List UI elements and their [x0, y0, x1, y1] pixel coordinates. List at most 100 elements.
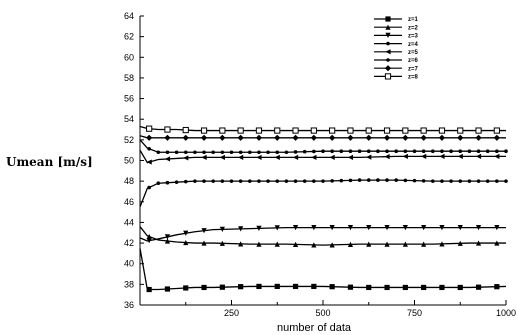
marker	[201, 155, 206, 160]
y-axis-label: Umean [m/s]	[6, 155, 93, 169]
marker	[183, 127, 188, 132]
legend: z=1z=2z=3z=4z=5z=6z=7z=8	[374, 16, 419, 80]
legend-entry: z=2	[374, 25, 419, 32]
marker	[458, 128, 463, 133]
marker	[293, 284, 298, 289]
marker	[230, 179, 234, 183]
marker	[421, 154, 426, 159]
marker	[238, 155, 243, 160]
marker	[422, 179, 426, 183]
marker	[183, 135, 189, 141]
marker	[285, 150, 289, 154]
y-tick-label: 52	[124, 135, 134, 145]
marker	[458, 154, 463, 159]
legend-entry: z=6	[374, 58, 419, 64]
marker	[248, 150, 252, 154]
y-tick-label: 50	[124, 156, 134, 166]
marker	[358, 149, 362, 153]
marker	[275, 150, 279, 154]
marker	[220, 128, 225, 133]
marker	[164, 135, 170, 141]
marker	[475, 135, 481, 141]
marker	[403, 154, 408, 159]
marker	[468, 149, 472, 153]
marker	[201, 135, 207, 141]
x-tick-label: 250	[224, 308, 239, 318]
marker	[347, 135, 353, 141]
marker	[330, 155, 335, 160]
series-z4	[140, 178, 508, 207]
marker	[495, 179, 499, 183]
marker	[495, 149, 499, 153]
marker	[477, 179, 481, 183]
marker	[449, 149, 453, 153]
y-tick-label: 46	[124, 197, 134, 207]
marker	[312, 150, 316, 154]
marker	[366, 135, 372, 141]
marker	[330, 179, 334, 183]
marker	[248, 179, 252, 183]
legend-label: z=8	[408, 75, 419, 81]
marker	[468, 179, 472, 183]
marker	[311, 135, 317, 141]
marker	[184, 180, 188, 184]
marker	[275, 155, 280, 160]
x-tick-label: 500	[315, 308, 330, 318]
marker	[367, 178, 371, 182]
marker	[219, 135, 225, 141]
marker	[201, 128, 206, 133]
marker	[494, 284, 499, 289]
marker	[494, 128, 499, 133]
marker	[385, 65, 391, 71]
marker	[385, 178, 389, 182]
marker	[175, 150, 179, 154]
marker	[238, 135, 244, 141]
marker	[431, 179, 435, 183]
marker	[439, 128, 444, 133]
marker	[348, 155, 353, 160]
marker	[293, 155, 298, 160]
y-tick-label: 62	[124, 32, 134, 42]
x-tick-label: 750	[407, 308, 422, 318]
marker	[486, 179, 490, 183]
series-line	[140, 227, 506, 246]
series-z3	[140, 225, 506, 243]
marker	[157, 150, 161, 154]
legend-label: z=1	[408, 17, 419, 23]
marker	[440, 179, 444, 183]
legend-label: z=5	[408, 50, 419, 56]
marker	[449, 179, 453, 183]
marker	[303, 150, 307, 154]
marker	[211, 150, 215, 154]
marker	[294, 179, 298, 183]
marker	[403, 285, 408, 290]
marker	[275, 284, 280, 289]
series-z6	[140, 140, 508, 154]
y-tick-label: 36	[124, 300, 134, 310]
marker	[256, 155, 261, 160]
marker	[394, 178, 398, 182]
marker	[275, 179, 279, 183]
marker	[386, 42, 390, 46]
marker	[476, 154, 481, 159]
marker	[311, 128, 316, 133]
marker	[166, 150, 170, 154]
marker	[146, 135, 152, 141]
marker	[486, 149, 490, 153]
marker	[294, 150, 298, 154]
legend-entry: z=4	[374, 42, 419, 48]
marker	[256, 128, 261, 133]
marker	[266, 179, 270, 183]
marker	[504, 149, 508, 153]
marker	[165, 286, 170, 291]
legend-label: z=2	[408, 25, 419, 31]
marker	[165, 156, 170, 161]
marker	[385, 74, 390, 79]
y-tick-label: 40	[124, 259, 134, 269]
marker	[166, 181, 170, 185]
legend-label: z=3	[408, 34, 419, 40]
marker	[184, 150, 188, 154]
marker	[348, 128, 353, 133]
marker	[330, 149, 334, 153]
marker	[293, 128, 298, 133]
